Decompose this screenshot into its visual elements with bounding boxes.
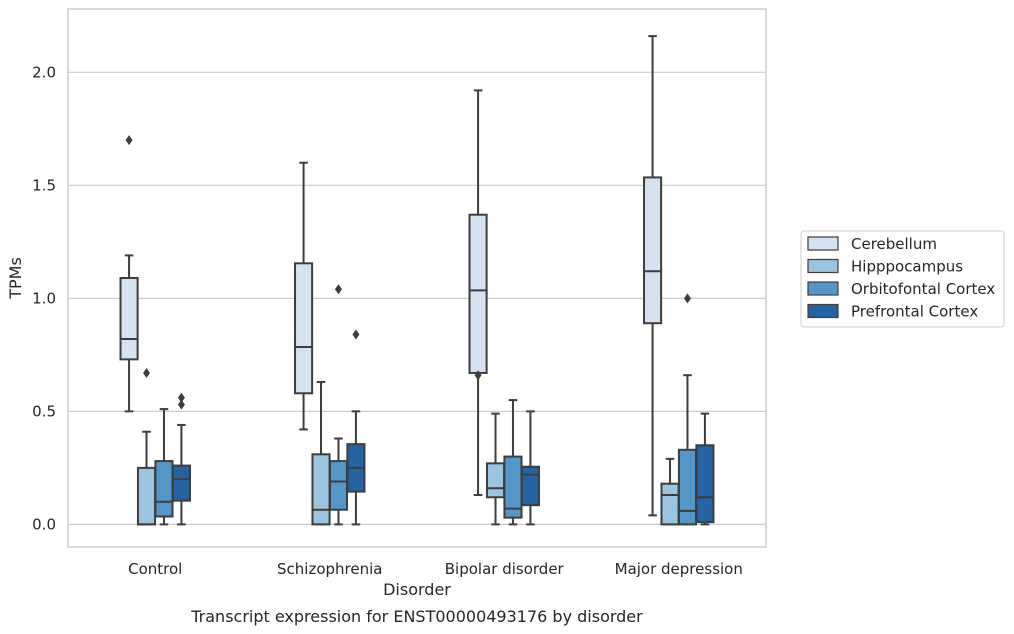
box-3-0 <box>643 35 663 517</box>
box-2-1 <box>485 412 506 526</box>
legend-swatch <box>807 303 839 319</box>
outlier-point <box>177 399 185 410</box>
legend-swatch <box>807 281 839 296</box>
outlier-point <box>474 370 482 381</box>
y-tick-label: 2.0 <box>32 63 56 81</box>
box-iqr <box>171 464 191 502</box>
box-1-2 <box>328 284 349 526</box>
box-iqr <box>294 262 314 395</box>
box-iqr <box>136 466 157 526</box>
legend: Cerebellum Hipppocampus Orbitofontal Corte… <box>800 230 1005 328</box>
box-iqr <box>119 277 139 361</box>
x-axis-ticks: Control Schizophrenia Bipolar disorder Majo… <box>128 560 743 578</box>
legend-label: Prefrontal Cortex <box>851 303 978 321</box>
legend-frame <box>800 230 1005 328</box>
y-tick-label: 0.5 <box>32 402 56 420</box>
box-3-3 <box>695 412 715 526</box>
legend-label: Hipppocampus <box>851 258 963 276</box>
box-iqr <box>677 448 698 526</box>
y-axis-ticks: 0.0 0.5 1.0 1.5 2.0 <box>32 63 56 533</box>
box-0-0 <box>119 135 139 413</box>
box-iqr <box>660 482 680 526</box>
y-tick-label: 0.0 <box>32 515 56 533</box>
legend-swatch <box>807 258 839 274</box>
x-axis-title: Disorder <box>383 580 451 599</box>
box-1-0 <box>294 161 314 431</box>
outlier-point <box>334 284 342 295</box>
box-iqr <box>520 465 540 507</box>
x-tick-label: Major depression <box>615 560 743 578</box>
x-tick-label: Schizophrenia <box>277 560 382 578</box>
outlier-point <box>683 293 691 304</box>
y-tick-label: 1.0 <box>32 289 56 307</box>
box-1-3 <box>346 329 366 526</box>
box-iqr <box>154 460 174 518</box>
box-plot-marks <box>119 35 715 526</box>
box-0-2 <box>154 408 174 526</box>
box-iqr <box>695 444 715 524</box>
outlier-point <box>177 392 185 403</box>
box-iqr <box>468 213 488 374</box>
box-iqr <box>643 176 663 325</box>
legend-swatch <box>807 236 839 251</box>
box-2-0 <box>468 89 488 497</box>
box-iqr <box>328 460 349 511</box>
box-3-1 <box>660 457 680 526</box>
box-iqr <box>311 453 331 526</box>
box-2-2 <box>503 399 523 526</box>
box-iqr <box>485 462 506 499</box>
legend-label: Orbitofontal Cortex <box>851 280 995 298</box>
box-1-1 <box>311 380 331 526</box>
chart-caption: Transcript expression for ENST0000049317… <box>190 607 643 626</box>
box-0-3 <box>171 392 191 526</box>
y-axis-title: TPMs <box>6 257 25 300</box>
outlier-point <box>352 329 360 340</box>
y-tick-label: 1.5 <box>32 176 56 194</box>
x-tick-label: Bipolar disorder <box>445 560 565 578</box>
plot-area-frame <box>67 8 767 548</box>
box-2-3 <box>520 410 540 526</box>
outlier-point <box>143 367 151 378</box>
box-3-2 <box>677 293 698 526</box>
x-tick-label: Control <box>128 560 182 578</box>
box-0-1 <box>136 367 157 526</box>
outlier-point <box>125 135 133 146</box>
legend-label: Cerebellum <box>851 235 937 253</box>
